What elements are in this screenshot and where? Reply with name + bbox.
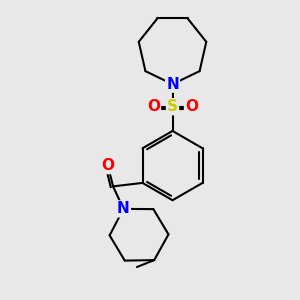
Text: N: N (117, 201, 130, 216)
Text: S: S (167, 99, 178, 114)
Text: O: O (147, 99, 160, 114)
Text: O: O (185, 99, 198, 114)
Text: O: O (101, 158, 114, 173)
Text: N: N (166, 77, 179, 92)
